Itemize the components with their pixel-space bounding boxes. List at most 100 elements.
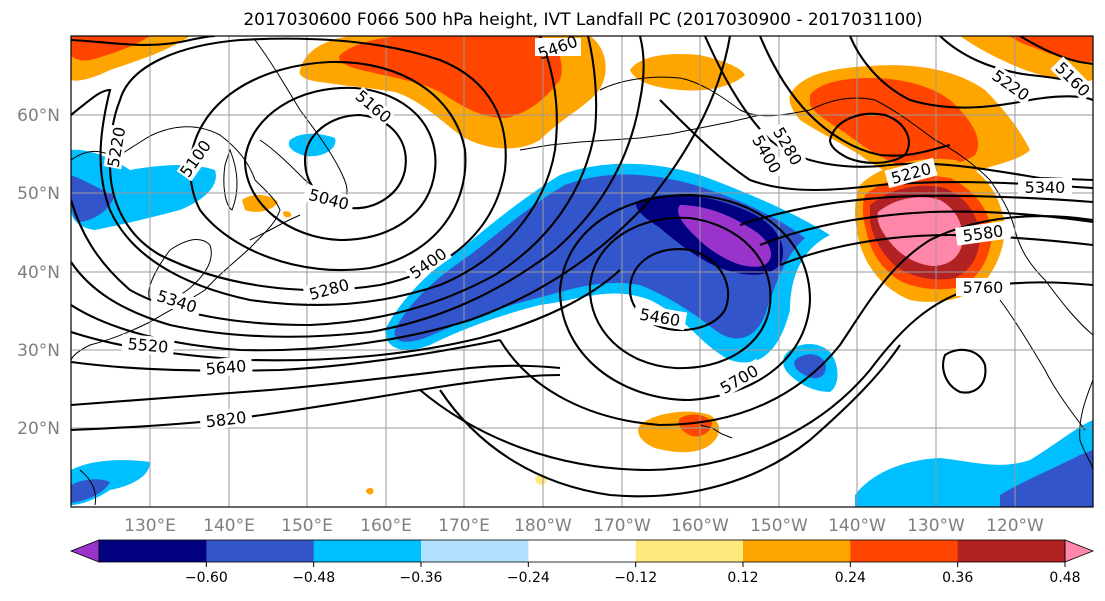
ivt-positive-tiny-c [283, 211, 292, 218]
contour-5340-east [704, 36, 1093, 182]
colorbar-tick-label: 0.24 [835, 570, 866, 586]
coast-japan [148, 239, 212, 303]
colorbar: −0.60 −0.48 −0.36 −0.24 −0.12 0.12 0.24 0.36 0.4… [69, 539, 1095, 586]
ivt-negative-southwest-core [71, 479, 110, 503]
lat-label: 30°N [17, 341, 60, 361]
lat-label: 50°N [17, 184, 60, 204]
coast-aleutians [519, 114, 761, 151]
ivt-positive-hawaii-core [678, 414, 712, 437]
contour-label-text: 5520 [127, 334, 169, 356]
colorbar-segment [528, 540, 637, 562]
lat-label: 20°N [17, 419, 60, 439]
colorbar-tick-label: −0.24 [507, 570, 550, 586]
map-panel: 5460 5100 5160 5220 5040 5400 5280 5340 … [71, 36, 1093, 507]
lon-label: 130°E [124, 516, 176, 536]
coast-baja [999, 299, 1086, 431]
colorbar-segment [635, 540, 744, 562]
map-frame [70, 35, 1094, 508]
contour-label-text: 5820 [205, 408, 248, 432]
colorbar-segment [850, 540, 959, 562]
contour-low-2 [588, 216, 772, 370]
lon-label: 120°W [986, 516, 1044, 536]
colorbar-tick-label: 0.48 [1049, 570, 1080, 586]
colorbar-tick-label: −0.60 [185, 570, 228, 586]
coast-philippines [79, 469, 97, 506]
figure-title: 2017030600 F066 500 hPa height, IVT Land… [243, 10, 922, 30]
colorbar-tick-label: −0.36 [400, 570, 443, 586]
contour-low-3 [558, 193, 812, 402]
colorbar-tick-label: −0.48 [292, 570, 335, 586]
lon-label: 160°W [671, 516, 729, 536]
coast-sakhalin [223, 148, 238, 211]
colorbar-segment [957, 540, 1066, 562]
contour-label-text: 5760 [963, 278, 1004, 297]
ivt-negative-southeast-core [1000, 450, 1093, 507]
contour-west-ridge-top [71, 36, 216, 46]
colorbar-tick-label: −0.12 [614, 570, 657, 586]
ivt-positive-north-pacific-core [339, 36, 562, 118]
contour-5400 [71, 36, 645, 338]
lon-label: 140°E [203, 516, 255, 536]
contour-5460-outer [71, 36, 732, 352]
ivt-positive-tiny-b [366, 487, 374, 495]
coast-kamchatka [254, 39, 348, 201]
lon-label: 150°E [281, 516, 333, 536]
contour-5340 [71, 36, 598, 327]
contour-subtrop-south [439, 344, 901, 498]
ivt-negative-japan-core [71, 175, 115, 222]
contour-east-cutoff [942, 348, 987, 394]
height-contours [71, 36, 1093, 498]
contour-okhotsk-2 [243, 86, 437, 242]
colorbar-extend-min [69, 539, 100, 563]
coast-alaska [599, 76, 1093, 336]
contour-5220-west [108, 37, 507, 292]
colorbar-segment [206, 540, 315, 562]
contour-5640 [71, 338, 501, 372]
contour-label-text: 5340 [1025, 178, 1066, 197]
colorbar-tick-label: 0.12 [727, 570, 758, 586]
contour-label: 5520 [121, 333, 175, 357]
contour-label: 5760 [956, 278, 1010, 297]
contour-label-text: 5640 [205, 356, 247, 378]
contour-5280 [71, 36, 558, 307]
contour-5460-east [739, 194, 1093, 226]
lat-label: 40°N [17, 263, 60, 283]
lon-label: 130°W [907, 516, 965, 536]
contour-5520-east [759, 210, 1093, 246]
colorbar-segments [69, 539, 1095, 563]
contour-okhotsk-3 [188, 60, 467, 272]
colorbar-segment [421, 540, 529, 562]
contour-ne-5100 [1019, 36, 1093, 66]
contour-trough-alaska [759, 36, 951, 157]
coast-mexico [1079, 379, 1093, 471]
contour-5700 [499, 215, 1093, 427]
colorbar-segment [99, 540, 207, 562]
contour-ne-5220 [849, 36, 1093, 109]
colorbar-segment [743, 540, 851, 562]
ivt-negative-okhotsk [288, 133, 336, 157]
lon-label: 140°W [828, 516, 886, 536]
contour-5580-east [779, 233, 1093, 266]
lat-label: 60°N [17, 106, 60, 126]
lon-label: 170°E [438, 516, 490, 536]
coast-hawaii [699, 424, 733, 439]
contour-5820 [71, 373, 561, 432]
lon-label: 170°W [593, 516, 651, 536]
coastlines [71, 39, 1093, 506]
colorbar-extend-max [1064, 539, 1095, 563]
latitude-labels: 60°N 50°N 40°N 30°N 20°N [17, 106, 60, 439]
colorbar-frame [98, 539, 1066, 563]
lon-label: 180°W [514, 516, 572, 536]
contour-ak-low-inner [828, 112, 910, 164]
contour-label: 5820 [199, 406, 253, 432]
lon-label: 150°W [750, 516, 808, 536]
colorbar-segment [313, 540, 422, 562]
contour-5400-east [659, 99, 1093, 192]
ivt-negative-hawaii-east-core [794, 354, 826, 379]
contour-label: 5340 [1018, 178, 1072, 197]
colorbar-tick-label: 0.36 [942, 570, 973, 586]
contour-label: 5640 [199, 355, 253, 379]
lon-label: 160°E [360, 516, 412, 536]
coast-kuril [249, 214, 301, 241]
